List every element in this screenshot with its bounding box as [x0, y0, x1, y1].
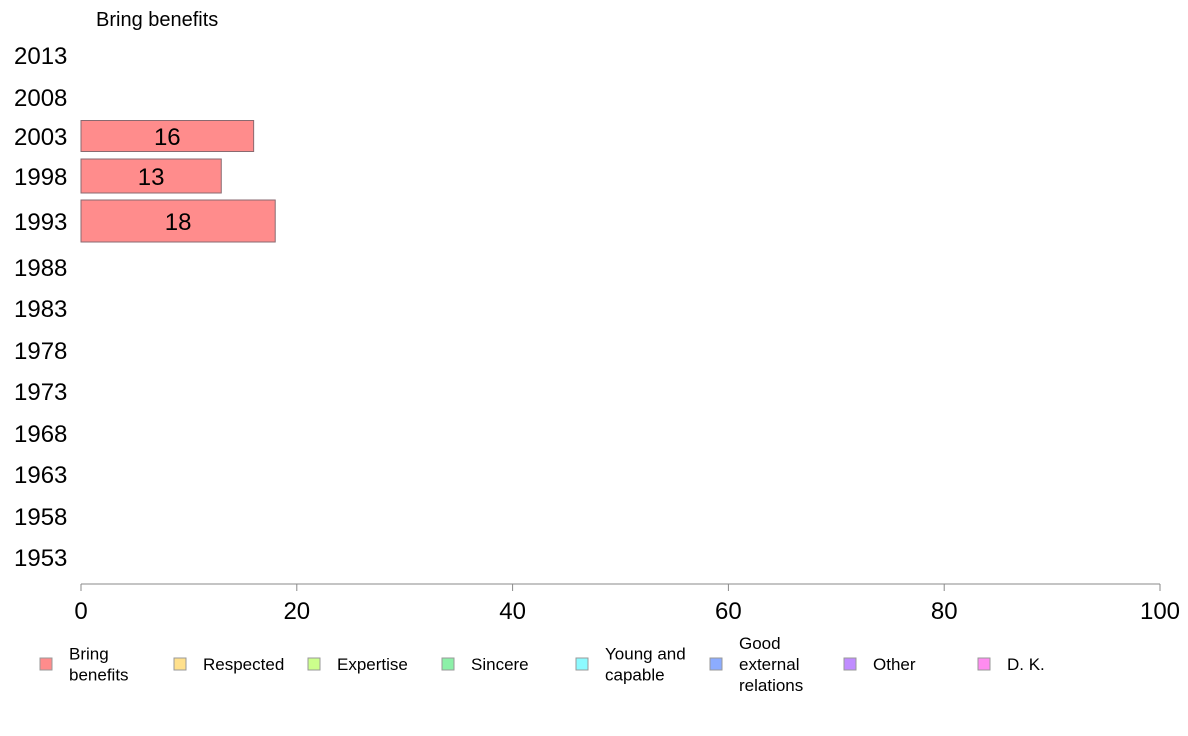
year-label: 1973 — [14, 379, 67, 406]
x-tick-label: 100 — [1140, 598, 1180, 625]
year-label: 2003 — [14, 124, 67, 151]
legend-swatch — [575, 657, 589, 671]
legend-swatch — [307, 657, 321, 671]
x-axis: 0 20 40 60 80 100 — [74, 583, 1180, 625]
legend-swatch — [843, 657, 857, 671]
legend-swatch — [173, 657, 187, 671]
year-label: 2013 — [14, 43, 67, 70]
legend-swatch — [441, 657, 455, 671]
year-label: 1998 — [14, 164, 67, 191]
year-axis: 2013 2008 2003 1998 1993 1988 1983 1978 1973 1968… — [14, 43, 67, 572]
x-tick-label: 40 — [499, 598, 526, 625]
legend-item: D. K. — [977, 655, 1045, 674]
year-label: 1978 — [14, 338, 67, 365]
legend-item: Sincere — [441, 655, 529, 674]
bar — [80, 199, 276, 243]
legend-label: Young and capable — [605, 645, 686, 685]
year-label: 1988 — [14, 255, 67, 282]
year-label: 1968 — [14, 421, 67, 448]
legend-label: Respected — [203, 655, 284, 674]
legend-label: Sincere — [471, 655, 529, 674]
legend-item: Bring benefits — [39, 645, 129, 685]
legend: Bring benefits Respected Expertise Sincere Yo… — [39, 634, 1045, 695]
legend-item: Expertise — [307, 655, 408, 674]
legend-label: D. K. — [1007, 655, 1045, 674]
legend-label: Good external relations — [739, 634, 803, 695]
value-label: 13 — [138, 164, 165, 191]
x-tick-label: 80 — [931, 598, 958, 625]
legend-label: Other — [873, 655, 916, 674]
legend-label: Bring benefits — [69, 645, 129, 685]
legend-swatch — [709, 657, 723, 671]
year-label: 1953 — [14, 545, 67, 572]
year-label: 1983 — [14, 296, 67, 323]
legend-swatch — [977, 657, 991, 671]
legend-item: Good external relations — [709, 634, 803, 695]
x-tick-label: 0 — [74, 598, 87, 625]
x-tick-label: 20 — [283, 598, 310, 625]
value-label: 18 — [165, 209, 192, 236]
value-label: 16 — [154, 124, 181, 151]
legend-label: Expertise — [337, 655, 408, 674]
legend-item: Young and capable — [575, 645, 686, 685]
legend-item: Other — [843, 655, 916, 674]
year-label: 2008 — [14, 85, 67, 112]
year-label: 1958 — [14, 504, 67, 531]
facet-title: Bring benefits — [96, 9, 218, 31]
bar — [80, 158, 222, 194]
year-label: 1993 — [14, 209, 67, 236]
legend-item: Respected — [173, 655, 284, 674]
year-label: 1963 — [14, 462, 67, 489]
x-tick-label: 60 — [715, 598, 742, 625]
bar — [80, 120, 255, 152]
legend-swatch — [39, 657, 53, 671]
